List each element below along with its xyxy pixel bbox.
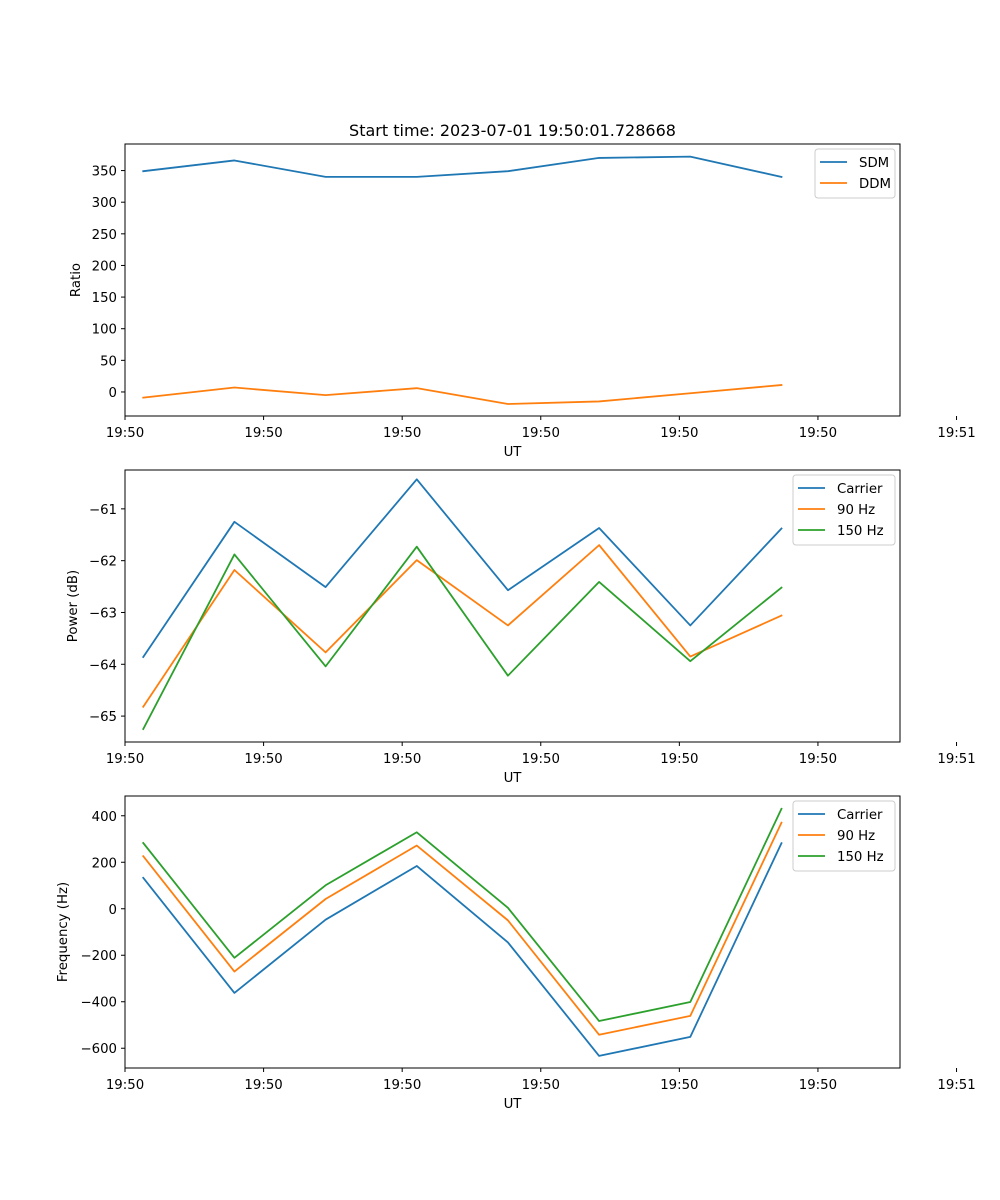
x-tick-label: 19:50 (522, 426, 560, 441)
y-tick-label: 0 (109, 386, 117, 401)
x-tick-label: 19:50 (660, 752, 698, 767)
x-tick-label: 19:51 (937, 1078, 975, 1093)
x-tick-label: 19:50 (383, 752, 421, 767)
x-tick-label: 19:50 (799, 426, 837, 441)
y-tick-label: −65 (89, 710, 117, 725)
y-tick-label: −63 (89, 606, 117, 621)
series-line-90-hz (141, 821, 783, 1036)
x-tick-label: 19:50 (799, 1078, 837, 1093)
axes-frame (124, 469, 901, 743)
x-tick-label: 19:50 (106, 752, 144, 767)
y-tick-label: −200 (80, 949, 117, 964)
legend-label-carrier: Carrier (837, 808, 883, 823)
axes-power: 19:50 19:50 19:50 19:50 19:50 19:50 19:51 −65 −6… (66, 469, 976, 786)
legend-label-ddm: DDM (859, 177, 891, 192)
legend-label-150-hz: 150 Hz (837, 524, 884, 539)
legend-box (792, 800, 896, 872)
legend: Carrier 90 Hz 150 Hz (792, 800, 896, 872)
y-tick-label: −400 (80, 996, 117, 1011)
legend-label-90-hz: 90 Hz (837, 829, 875, 844)
x-tick-label: 19:50 (383, 1078, 421, 1093)
axes-frequency: 19:50 19:50 19:50 19:50 19:50 19:50 19:51 −600 −… (56, 795, 976, 1112)
y-tick-label: −61 (89, 503, 117, 518)
x-tick-label: 19:50 (244, 426, 282, 441)
series-line-carrier (141, 841, 783, 1057)
legend-label-90-hz: 90 Hz (837, 503, 875, 518)
series-line-ddm (142, 384, 783, 405)
x-tick-label: 19:51 (937, 426, 975, 441)
y-tick-label: −600 (80, 1042, 117, 1057)
y-tick-label: 150 (92, 291, 117, 306)
x-tick-label: 19:50 (522, 1078, 560, 1093)
series-line-sdm (142, 155, 783, 178)
x-tick-label: 19:50 (383, 426, 421, 441)
y-tick-label: 250 (92, 228, 117, 243)
x-tick-label: 19:50 (244, 752, 282, 767)
legend-label-sdm: SDM (859, 156, 889, 171)
legend-box (792, 474, 896, 546)
x-tick-label: 19:50 (799, 752, 837, 767)
series-line-carrier (141, 478, 783, 659)
axes-frame (124, 143, 901, 417)
y-axis-label: Ratio (69, 263, 84, 297)
series-line-90-hz (141, 544, 783, 709)
axes-frame (124, 795, 901, 1069)
legend: Carrier 90 Hz 150 Hz (792, 474, 896, 546)
y-tick-label: 300 (92, 196, 117, 211)
y-tick-label: −62 (89, 555, 117, 570)
y-tick-label: 0 (109, 903, 117, 918)
y-tick-label: 200 (92, 259, 117, 274)
chart-title: Start time: 2023-07-01 19:50:01.728668 (349, 121, 676, 140)
series-line-150-hz (141, 807, 783, 1022)
x-tick-label: 19:51 (937, 752, 975, 767)
x-tick-label: 19:50 (522, 752, 560, 767)
x-axis-label: UT (504, 445, 523, 460)
y-tick-label: 400 (92, 810, 117, 825)
y-tick-label: 50 (100, 354, 117, 369)
y-tick-label: 200 (92, 856, 117, 871)
legend: SDM DDM (814, 148, 896, 199)
x-axis-label: UT (504, 771, 523, 786)
series-line-150-hz (142, 545, 783, 731)
y-tick-label: −64 (89, 658, 117, 673)
axes-ratio: 19:50 19:50 19:50 19:50 19:50 19:50 19:51 0 50 10… (69, 143, 976, 460)
x-tick-label: 19:50 (106, 1078, 144, 1093)
legend-label-carrier: Carrier (837, 482, 883, 497)
legend-label-150-hz: 150 Hz (837, 850, 884, 865)
y-axis-label: Frequency (Hz) (56, 882, 71, 982)
x-tick-label: 19:50 (106, 426, 144, 441)
y-tick-label: 100 (92, 323, 117, 338)
y-tick-label: 350 (92, 165, 117, 180)
x-axis-label: UT (504, 1097, 523, 1112)
x-tick-label: 19:50 (660, 426, 698, 441)
x-tick-label: 19:50 (660, 1078, 698, 1093)
y-axis-label: Power (dB) (66, 570, 81, 642)
x-tick-label: 19:50 (244, 1078, 282, 1093)
